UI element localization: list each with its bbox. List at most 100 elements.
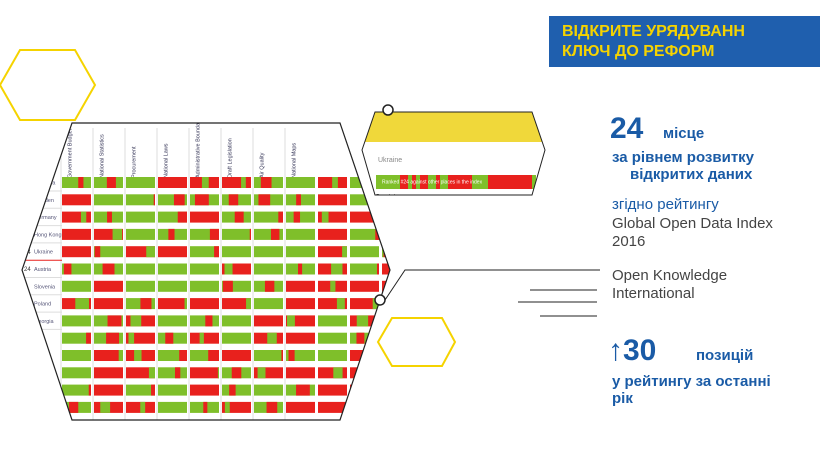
cell-part xyxy=(228,194,239,206)
column-header: National Statistics xyxy=(99,134,105,178)
cell xyxy=(126,228,155,240)
cell xyxy=(94,194,123,206)
cell xyxy=(382,228,390,240)
cell xyxy=(94,246,123,258)
cell xyxy=(158,194,187,206)
index-table: Government Budget National Statistics Proc… xyxy=(22,123,407,420)
cell-part xyxy=(267,332,277,344)
cell xyxy=(318,315,347,327)
cell xyxy=(382,211,390,223)
cell xyxy=(190,350,219,361)
cell xyxy=(254,211,283,223)
cell xyxy=(126,246,155,258)
rank-number: 24 xyxy=(610,112,644,145)
cell xyxy=(350,211,379,223)
strip xyxy=(496,175,500,189)
cell xyxy=(94,350,123,361)
cell xyxy=(158,298,187,310)
cell xyxy=(318,246,347,258)
strip xyxy=(452,175,456,189)
column-header: National Maps xyxy=(291,143,297,178)
cell xyxy=(190,228,219,240)
cell xyxy=(382,367,390,379)
cell-part xyxy=(80,211,87,223)
cell xyxy=(62,315,91,327)
cell-part xyxy=(146,246,155,258)
cell-part xyxy=(112,228,123,240)
cell-part xyxy=(100,401,111,413)
cell xyxy=(94,280,123,292)
cell xyxy=(126,263,155,275)
cell xyxy=(190,246,219,258)
source-year: 2016 xyxy=(612,233,645,250)
cell-part xyxy=(399,194,407,205)
cell-part xyxy=(153,194,155,206)
place-screenshot: Ukraine Ranked #24 against other places … xyxy=(362,112,545,195)
cell xyxy=(286,350,315,361)
cell xyxy=(126,211,155,223)
cell xyxy=(62,194,91,206)
cell xyxy=(62,384,91,396)
strip xyxy=(492,175,496,189)
column-header: National Laws xyxy=(163,143,169,178)
cell-part xyxy=(106,332,120,344)
strip xyxy=(404,175,408,189)
strip xyxy=(456,175,460,189)
cell xyxy=(286,401,315,413)
row-label: Slovenia xyxy=(34,284,56,290)
cell-part xyxy=(296,194,301,206)
strip xyxy=(400,175,404,189)
cell-part xyxy=(288,350,295,361)
cell xyxy=(382,194,390,206)
cell xyxy=(350,401,379,413)
strip xyxy=(472,175,476,189)
cell-part xyxy=(389,263,390,275)
cell xyxy=(350,298,379,310)
strip xyxy=(440,175,444,189)
row-label: Poland xyxy=(34,302,51,308)
cell xyxy=(126,384,155,396)
cell-part xyxy=(264,280,275,292)
strip xyxy=(416,175,420,189)
row-label: Ukraine xyxy=(34,250,53,256)
hexagon-frame xyxy=(21,122,391,421)
hexagon-outline xyxy=(376,317,457,367)
row-label: Hong Kong xyxy=(34,232,62,238)
cell xyxy=(318,298,347,310)
strip xyxy=(396,175,400,189)
cell-part xyxy=(249,228,251,240)
cell xyxy=(190,263,219,275)
cell xyxy=(190,315,219,327)
cell xyxy=(254,367,283,379)
cell-part xyxy=(78,177,84,188)
cell-part xyxy=(75,298,89,310)
cell xyxy=(190,332,219,344)
cell-part xyxy=(376,263,379,275)
cell xyxy=(222,350,251,361)
cell xyxy=(158,246,187,258)
cell-part xyxy=(278,211,283,223)
screenshot-frame xyxy=(361,111,546,196)
cell xyxy=(222,228,251,240)
rank-desc: за рівнем розвитку xyxy=(612,149,755,166)
cell-part xyxy=(361,367,367,379)
cell xyxy=(350,332,379,344)
cell-part xyxy=(184,298,187,310)
publisher: International xyxy=(612,285,695,302)
cell-part xyxy=(229,384,236,396)
cell xyxy=(382,298,390,310)
cell xyxy=(382,401,390,413)
screenshot-title: Ukraine xyxy=(378,157,402,164)
cell-part xyxy=(374,211,379,223)
cell xyxy=(286,298,315,310)
cell xyxy=(254,350,283,361)
strip xyxy=(512,175,516,189)
cell-part xyxy=(209,228,219,240)
strip xyxy=(468,175,472,189)
cell-part xyxy=(298,263,303,275)
growth-desc: рік xyxy=(612,390,633,407)
strip xyxy=(436,175,440,189)
cell-part xyxy=(203,401,208,413)
row-label: Georgia xyxy=(34,319,55,325)
